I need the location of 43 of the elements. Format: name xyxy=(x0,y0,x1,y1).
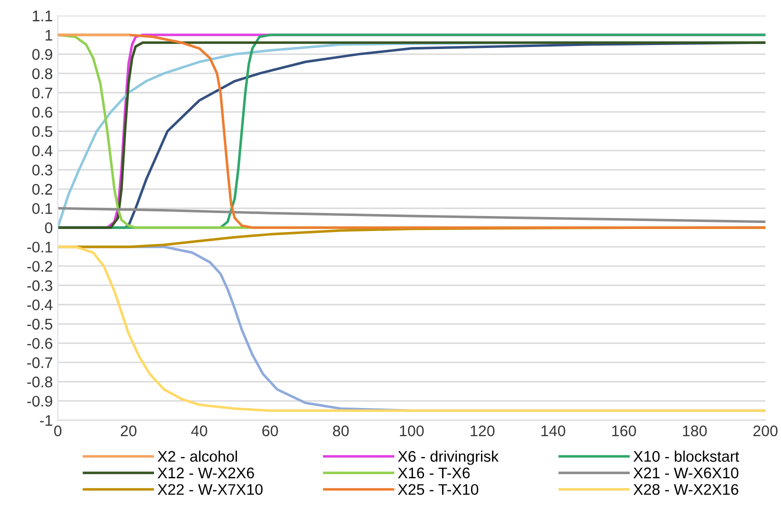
x-tick-label: 0 xyxy=(54,425,62,436)
legend-label: X16 - T-X6 xyxy=(398,468,470,478)
x-tick-label: 60 xyxy=(262,425,278,436)
x-tick-label: 20 xyxy=(120,425,136,436)
legend-label: X10 - blockstart xyxy=(633,450,740,462)
x-tick-label: 160 xyxy=(612,425,636,436)
legend-label: X28 - W-X2X16 xyxy=(633,484,738,495)
y-tick-label: 0.3 xyxy=(32,164,52,176)
x-tick-label: 180 xyxy=(683,425,707,436)
legend-label: X21 - W-X6X10 xyxy=(633,468,738,478)
legend-label: X22 - W-X7X10 xyxy=(158,484,263,495)
y-tick-label: 0.7 xyxy=(32,88,52,98)
y-tick-label: -1 xyxy=(40,415,52,426)
y-tick-label: 1 xyxy=(46,30,52,40)
x-tick-label: 200 xyxy=(753,425,778,436)
y-tick-label: -0.9 xyxy=(27,396,52,407)
y-tick-label: 1.1 xyxy=(32,10,52,22)
y-tick-label: 0.2 xyxy=(32,184,52,195)
line-series xyxy=(58,207,766,224)
x-tick-label: 40 xyxy=(191,425,208,436)
y-tick-label: 0.1 xyxy=(32,203,52,214)
legend-label: X2 - alcohol xyxy=(158,450,237,462)
x-tick-label: 140 xyxy=(542,425,566,436)
y-tick-label: -0.5 xyxy=(27,318,52,330)
y-tick-label: 0.8 xyxy=(32,68,52,80)
legend-label: X6 - drivingrisk xyxy=(398,450,499,465)
x-tick-label: 120 xyxy=(470,425,494,436)
y-tick-label: -0.4 xyxy=(27,299,52,310)
legend-label: X25 - T-X10 xyxy=(398,484,478,495)
y-tick-label: 0 xyxy=(45,222,52,234)
x-tick-label: 80 xyxy=(332,425,349,436)
y-tick-label: -0.6 xyxy=(27,338,52,349)
y-tick-label: 0.6 xyxy=(32,106,52,118)
y-tick-label: -0.3 xyxy=(27,280,52,292)
y-tick-label: 0.9 xyxy=(32,49,52,60)
y-tick-label: -0.8 xyxy=(27,376,52,388)
y-tick-label: 0.5 xyxy=(32,126,52,137)
y-tick-label: -0.7 xyxy=(27,357,52,368)
x-tick-label: 100 xyxy=(400,425,424,436)
legend-label: X12 - W-X2X6 xyxy=(158,468,254,478)
y-tick-label: -0.1 xyxy=(27,242,52,253)
y-tick-label: 0.4 xyxy=(32,145,52,156)
y-tick-label: -0.2 xyxy=(27,260,52,272)
